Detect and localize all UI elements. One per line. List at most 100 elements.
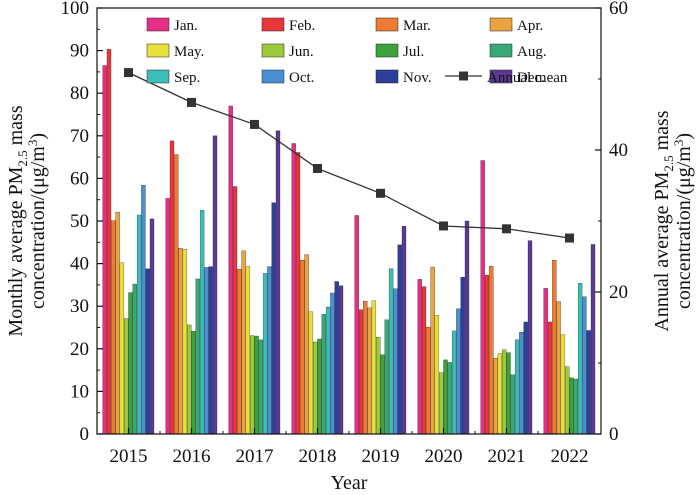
bar-dec-2018: [338, 285, 344, 435]
x-tick-label: 2020: [425, 446, 463, 467]
x-tick-label: 2017: [236, 446, 274, 467]
bar-may-2017: [245, 266, 251, 435]
legend-label-aug: Aug.: [517, 44, 547, 60]
bar-may-2022: [560, 334, 566, 435]
legend-marker-annual-mean: [459, 71, 468, 81]
bar-dec-2020: [464, 220, 470, 435]
legend-label-nov: Nov.: [403, 70, 432, 86]
bar-mar-2022: [552, 260, 557, 435]
bar-apr-2017: [241, 250, 246, 435]
legend-label-jul: Jul.: [403, 44, 424, 60]
bar-apr-2018: [304, 254, 309, 435]
bar-apr-2019: [367, 307, 372, 435]
x-tick-label: 2019: [362, 446, 400, 467]
x-tick-label: 2021: [488, 446, 526, 467]
bar-sep-2015: [136, 214, 142, 435]
legend-swatch-sep: [146, 69, 170, 84]
bar-may-2019: [371, 300, 377, 435]
y2-tick-label: 20: [609, 282, 628, 303]
bar-jun-2022: [565, 366, 570, 435]
bar-oct-2018: [330, 292, 335, 435]
bar-jun-2015: [124, 318, 129, 435]
legend-label-may: May.: [174, 44, 204, 60]
legend-swatch-jun: [261, 43, 285, 58]
bar-nov-2016: [208, 266, 213, 435]
bar-oct-2020: [456, 308, 461, 435]
legend-label-oct: Oct.: [289, 70, 314, 86]
annual-mean-marker-2019: [376, 188, 385, 198]
y-tick-label: 30: [70, 296, 89, 317]
bar-aug-2015: [132, 283, 137, 435]
bar-may-2015: [119, 262, 125, 435]
x-tick-label: 2018: [299, 446, 337, 467]
bar-jun-2017: [250, 335, 255, 435]
y2-axis-label-line: concentration/(μg/m3): [671, 133, 695, 309]
bar-jan-2018: [291, 143, 296, 435]
bar-jan-2016: [165, 198, 170, 435]
bar-mar-2021: [489, 266, 494, 435]
annual-mean-marker-2022: [565, 233, 574, 243]
legend-label-annual-mean: Annual mean: [487, 70, 568, 86]
y-tick-label: 50: [70, 211, 89, 232]
bar-jul-2017: [254, 335, 259, 435]
bar-feb-2022: [547, 321, 553, 435]
y-tick-label: 60: [70, 168, 89, 189]
bar-nov-2021: [523, 321, 528, 435]
y-axis-label-line: Monthly average PM2.5 mass: [5, 105, 30, 336]
bar-oct-2017: [267, 266, 272, 435]
annual-mean-marker-2017: [250, 119, 259, 129]
annual-mean-line-layer: [124, 68, 574, 243]
y2-tick-label: 60: [609, 0, 628, 19]
bar-nov-2022: [586, 330, 591, 435]
legend-label-sep: Sep.: [174, 70, 200, 86]
bar-group: [102, 49, 596, 435]
bar-dec-2017: [275, 130, 281, 435]
y2-axis-label: Annual average PM2.5 massconcentration/(…: [651, 110, 695, 331]
bar-jun-2020: [439, 372, 444, 435]
bar-feb-2015: [106, 49, 112, 435]
bar-jun-2018: [313, 341, 318, 435]
y-tick-label: 70: [70, 126, 89, 147]
bar-mar-2017: [237, 268, 242, 435]
bar-sep-2017: [262, 273, 268, 435]
bar-mar-2016: [174, 154, 179, 435]
legend-label-feb: Feb.: [289, 18, 315, 34]
y-tick-label: 10: [70, 381, 89, 402]
bar-dec-2019: [401, 225, 407, 435]
bar-dec-2021: [527, 240, 533, 435]
annual-mean-marker-2015: [124, 68, 133, 78]
legend-swatch-apr: [489, 17, 513, 32]
bar-nov-2020: [460, 277, 465, 435]
bar-dec-2022: [590, 244, 596, 435]
legend-swatch-oct: [261, 69, 285, 84]
bar-jan-2017: [228, 105, 233, 435]
legend-label-mar: Mar.: [403, 18, 431, 34]
bar-jun-2021: [502, 349, 507, 435]
bar-nov-2015: [145, 268, 150, 435]
bar-mar-2019: [363, 300, 368, 435]
annual-mean-marker-2018: [313, 163, 322, 173]
y-axis-label-line: concentration/(μg/m3): [25, 133, 49, 309]
y2-axis-label-line: Annual average PM2.5 mass: [651, 110, 676, 331]
bar-sep-2020: [451, 330, 457, 435]
y-axis-label: Monthly average PM2.5 massconcentration/…: [5, 105, 49, 336]
bar-jan-2021: [480, 160, 485, 435]
bar-apr-2015: [115, 211, 120, 435]
bar-jan-2015: [102, 65, 107, 435]
y-tick-label: 0: [80, 424, 90, 445]
legend: Jan. Feb. Mar. Apr. May. Jun. Jul. Aug. Sep. Oct.…: [146, 17, 568, 86]
bar-jul-2018: [317, 338, 322, 435]
annual-mean-line: [128, 72, 570, 239]
y2-tick-label: 40: [609, 140, 628, 161]
y-tick-label: 100: [61, 0, 90, 19]
bar-aug-2017: [258, 339, 263, 435]
bar-nov-2017: [271, 202, 276, 435]
bar-jan-2022: [543, 288, 548, 435]
bar-feb-2017: [232, 186, 238, 435]
bar-may-2018: [308, 311, 314, 435]
bar-aug-2020: [447, 362, 452, 435]
bar-aug-2021: [510, 374, 515, 435]
bar-oct-2015: [141, 185, 146, 435]
x-tick-label: 2016: [173, 446, 211, 467]
